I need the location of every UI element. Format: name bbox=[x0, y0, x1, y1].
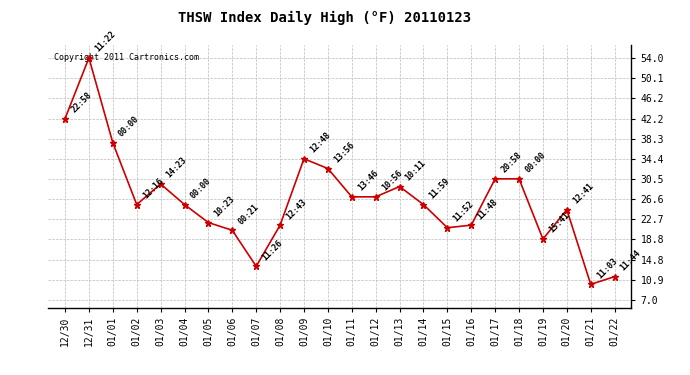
Text: 10:56: 10:56 bbox=[380, 169, 404, 193]
Text: 13:56: 13:56 bbox=[332, 140, 356, 164]
Text: 12:48: 12:48 bbox=[308, 130, 332, 154]
Text: 22:58: 22:58 bbox=[69, 90, 93, 114]
Text: 10:11: 10:11 bbox=[404, 158, 428, 182]
Text: 12:43: 12:43 bbox=[284, 197, 308, 221]
Text: Copyright 2011 Cartronics.com: Copyright 2011 Cartronics.com bbox=[54, 53, 199, 62]
Text: THSW Index Daily High (°F) 20110123: THSW Index Daily High (°F) 20110123 bbox=[178, 11, 471, 26]
Text: 11:22: 11:22 bbox=[93, 30, 117, 54]
Text: 11:44: 11:44 bbox=[619, 248, 643, 273]
Text: 12:16: 12:16 bbox=[141, 176, 165, 200]
Text: 11:48: 11:48 bbox=[475, 197, 500, 221]
Text: 12:41: 12:41 bbox=[571, 182, 595, 206]
Text: 00:00: 00:00 bbox=[188, 176, 213, 200]
Text: 10:23: 10:23 bbox=[213, 194, 237, 218]
Text: 11:26: 11:26 bbox=[260, 238, 284, 262]
Text: 13:46: 13:46 bbox=[356, 169, 380, 193]
Text: 11:03: 11:03 bbox=[595, 256, 619, 280]
Text: 15:41: 15:41 bbox=[547, 211, 571, 235]
Text: 00:00: 00:00 bbox=[117, 115, 141, 139]
Text: 00:00: 00:00 bbox=[523, 151, 547, 175]
Text: 00:21: 00:21 bbox=[237, 202, 261, 226]
Text: 11:59: 11:59 bbox=[428, 176, 452, 200]
Text: 14:23: 14:23 bbox=[165, 156, 189, 180]
Text: 11:52: 11:52 bbox=[451, 200, 475, 223]
Text: 20:58: 20:58 bbox=[500, 151, 523, 175]
